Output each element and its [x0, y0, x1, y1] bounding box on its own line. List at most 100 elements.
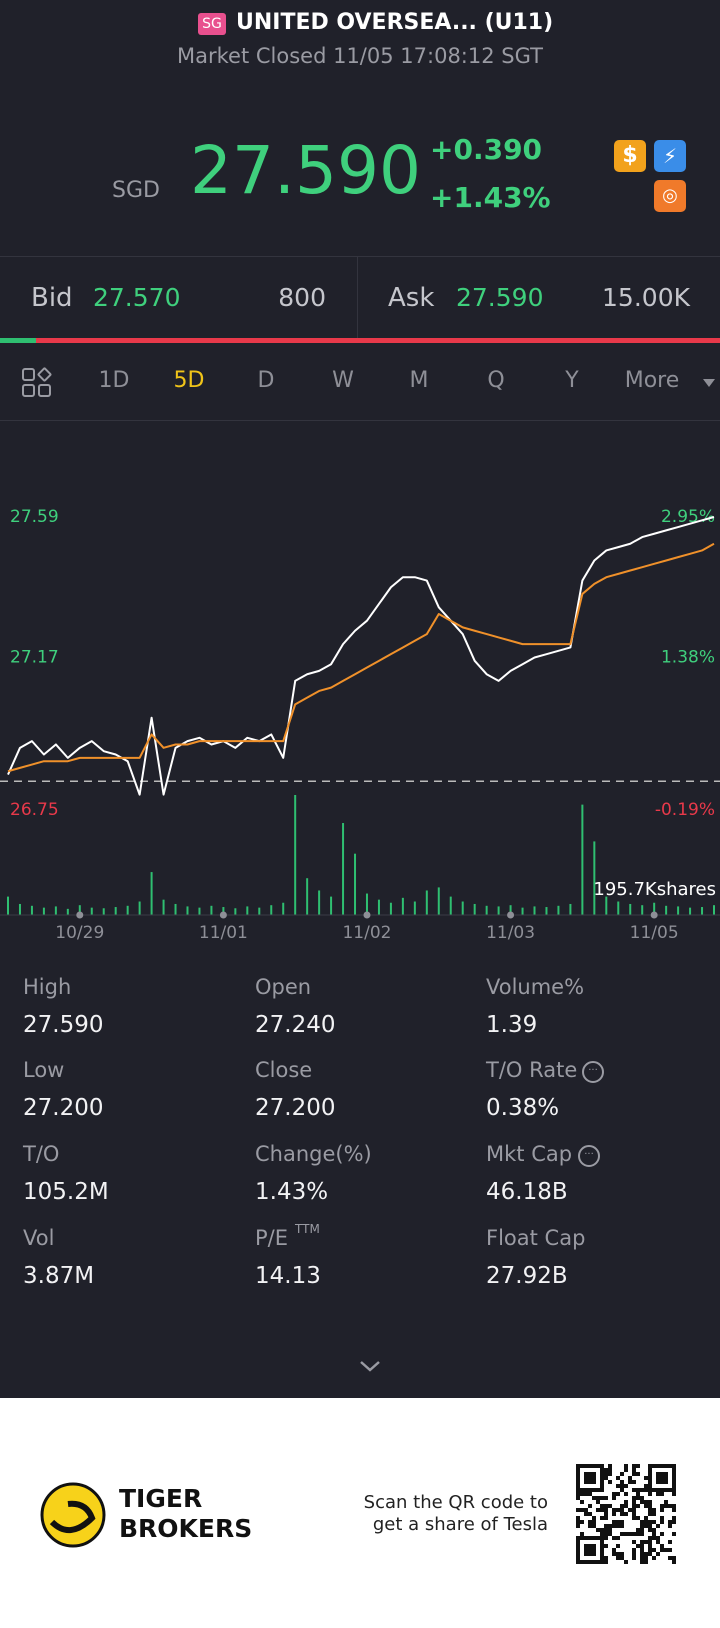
- icon-part: [22, 384, 35, 397]
- qr-module: [592, 1552, 596, 1556]
- qr-module: [660, 1472, 664, 1476]
- volume-bar: [162, 899, 165, 915]
- qr-module: [612, 1548, 616, 1552]
- qr-module: [576, 1488, 580, 1492]
- dropdown-arrow: [703, 379, 715, 387]
- qr-module: [648, 1484, 652, 1488]
- info-icon[interactable]: ···: [582, 1061, 604, 1083]
- qr-module: [584, 1472, 588, 1476]
- stat-value: 27.92B: [486, 1263, 568, 1289]
- volume-bar: [437, 887, 440, 915]
- qr-module: [596, 1488, 600, 1492]
- qr-module: [592, 1536, 596, 1540]
- qr-module: [576, 1524, 580, 1528]
- bid-label: Bid: [31, 283, 73, 313]
- period-tab[interactable]: 5D: [173, 368, 205, 393]
- qr-module: [648, 1472, 652, 1476]
- qr-module: [668, 1556, 672, 1560]
- icon-part: [37, 367, 52, 382]
- volume-bar: [677, 906, 680, 915]
- volume-bar: [605, 896, 608, 915]
- qr-module: [660, 1480, 664, 1484]
- qr-module: [604, 1544, 608, 1548]
- qr-module: [628, 1480, 632, 1484]
- layout-icon[interactable]: [20, 366, 54, 400]
- dividend-icon[interactable]: $: [614, 140, 646, 172]
- volume-bar: [485, 905, 488, 915]
- qr-module: [632, 1508, 636, 1512]
- qr-module: [648, 1468, 652, 1472]
- volume-bar: [270, 905, 273, 915]
- qr-module: [596, 1536, 600, 1540]
- volume-bar: [509, 905, 512, 915]
- volume-bar: [330, 896, 333, 915]
- period-tab[interactable]: More: [624, 368, 680, 393]
- qr-module: [600, 1496, 604, 1500]
- qr-module: [668, 1524, 672, 1528]
- expand-chevron[interactable]: [358, 1358, 382, 1374]
- info-icon[interactable]: ···: [578, 1145, 600, 1167]
- qr-module: [596, 1464, 600, 1468]
- qr-module: [616, 1536, 620, 1540]
- volume-bar: [354, 853, 357, 915]
- period-tab[interactable]: D: [257, 368, 275, 393]
- volume-bar: [377, 899, 380, 915]
- qr-module: [592, 1488, 596, 1492]
- qr-module: [592, 1516, 596, 1520]
- x-tick-dot: [363, 911, 371, 919]
- qr-module: [632, 1472, 636, 1476]
- qr-module: [620, 1508, 624, 1512]
- period-tab[interactable]: W: [332, 368, 354, 393]
- qr-module: [608, 1504, 612, 1508]
- x-tick-dot: [76, 911, 84, 919]
- volume-bar: [282, 902, 285, 915]
- period-tab[interactable]: 1D: [98, 368, 130, 393]
- period-tab[interactable]: M: [409, 368, 429, 393]
- y-tick-label: 26.75: [10, 800, 59, 820]
- volume-bar: [533, 906, 536, 915]
- qr-module: [604, 1472, 608, 1476]
- qr-module: [656, 1540, 660, 1544]
- qr-module: [656, 1492, 660, 1496]
- stat-label: P/E: [255, 1226, 289, 1250]
- margin-icon[interactable]: ◎: [654, 180, 686, 212]
- qr-module: [620, 1504, 624, 1508]
- qr-module: [612, 1520, 616, 1524]
- x-tick-dot: [650, 911, 658, 919]
- qr-module: [576, 1480, 580, 1484]
- qr-module: [576, 1492, 580, 1496]
- qr-module: [600, 1540, 604, 1544]
- qr-module: [600, 1480, 604, 1484]
- qr-module: [604, 1560, 608, 1564]
- qr-module: [584, 1476, 588, 1480]
- qr-module: [592, 1524, 596, 1528]
- qr-module: [644, 1504, 648, 1508]
- qr-module: [640, 1488, 644, 1492]
- qr-module: [620, 1524, 624, 1528]
- flash-icon[interactable]: ⚡: [654, 140, 686, 172]
- qr-module: [608, 1480, 612, 1484]
- qr-module: [592, 1472, 596, 1476]
- qr-module: [644, 1520, 648, 1524]
- period-tab[interactable]: Q: [487, 368, 505, 393]
- stat-label: Volume%: [486, 975, 585, 999]
- series-line: [7, 516, 715, 796]
- qr-module: [668, 1488, 672, 1492]
- qr-module: [644, 1476, 648, 1480]
- qr-module: [584, 1548, 588, 1552]
- period-tab[interactable]: Y: [565, 368, 579, 393]
- promo-text: Scan the QR code to: [363, 1492, 548, 1513]
- qr-module: [604, 1512, 608, 1516]
- stat-value: 0.38%: [486, 1095, 560, 1121]
- stat-value: 27.590: [23, 1012, 104, 1038]
- qr-module: [596, 1508, 600, 1512]
- qr-module: [624, 1492, 628, 1496]
- qr-module: [620, 1532, 624, 1536]
- qr-module: [584, 1480, 588, 1484]
- qr-module: [620, 1552, 624, 1556]
- qr-module: [608, 1472, 612, 1476]
- volume-label: 195.7Kshares: [593, 879, 716, 900]
- volume-bar: [342, 823, 345, 915]
- volume-bar: [318, 890, 321, 915]
- qr-module: [600, 1476, 604, 1480]
